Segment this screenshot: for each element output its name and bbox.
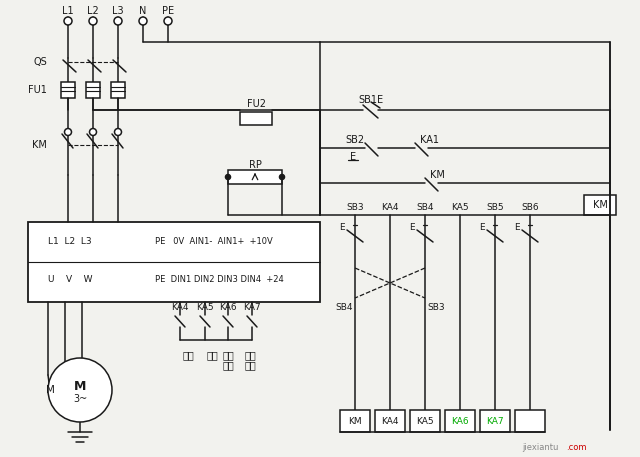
Circle shape [89, 17, 97, 25]
Circle shape [65, 128, 72, 135]
Text: 反向: 反向 [244, 350, 256, 360]
Text: SB1E: SB1E [358, 95, 383, 105]
Text: KM: KM [430, 170, 445, 180]
Text: SB4: SB4 [416, 202, 434, 212]
Circle shape [164, 17, 172, 25]
Text: PE   0V  AIN1-  AIN1+  +10V: PE 0V AIN1- AIN1+ +10V [155, 238, 273, 246]
Text: PE: PE [162, 6, 174, 16]
Text: KA7: KA7 [243, 303, 261, 312]
Text: L1: L1 [62, 6, 74, 16]
Text: 正向: 正向 [222, 350, 234, 360]
Text: E: E [515, 223, 520, 233]
Bar [28, 222, 320, 302]
Text: KA5: KA5 [416, 416, 434, 425]
Text: SB3: SB3 [427, 303, 445, 313]
Text: 点动: 点动 [222, 360, 234, 370]
Text: SB3: SB3 [346, 202, 364, 212]
Text: E: E [479, 223, 485, 233]
Circle shape [139, 17, 147, 25]
Text: E: E [410, 223, 415, 233]
Circle shape [64, 17, 72, 25]
Circle shape [280, 175, 285, 180]
Text: M: M [74, 381, 86, 393]
Text: KA5: KA5 [451, 202, 469, 212]
Text: SB4: SB4 [335, 303, 353, 313]
Circle shape [225, 175, 230, 180]
Text: PE  DIN1 DIN2 DIN3 DIN4  +24: PE DIN1 DIN2 DIN3 DIN4 +24 [155, 276, 284, 285]
Bar [240, 112, 272, 125]
Text: RP: RP [248, 160, 261, 170]
Bar [410, 410, 440, 432]
Text: jiexiantu: jiexiantu [522, 443, 558, 452]
Text: L1  L2  L3: L1 L2 L3 [48, 238, 92, 246]
Bar [445, 410, 475, 432]
Text: KA7: KA7 [486, 416, 504, 425]
Text: M: M [45, 385, 54, 395]
Text: KA6: KA6 [219, 303, 237, 312]
Text: KM: KM [593, 200, 607, 210]
Bar [584, 195, 616, 215]
Text: KA5: KA5 [196, 303, 214, 312]
Circle shape [90, 128, 97, 135]
Text: KA6: KA6 [451, 416, 469, 425]
Text: KA1: KA1 [420, 135, 439, 145]
Bar [61, 82, 75, 98]
Circle shape [48, 358, 112, 422]
Text: U    V    W: U V W [48, 276, 93, 285]
Text: L2: L2 [87, 6, 99, 16]
Text: E: E [350, 152, 356, 162]
Circle shape [114, 17, 122, 25]
Text: FU1: FU1 [28, 85, 47, 95]
Text: QS: QS [33, 57, 47, 67]
Text: FU2: FU2 [246, 99, 266, 109]
Text: 3~: 3~ [73, 394, 87, 404]
Text: KM: KM [32, 140, 47, 150]
Bar [515, 410, 545, 432]
Text: KA4: KA4 [381, 416, 399, 425]
Bar [86, 82, 100, 98]
Text: E: E [339, 223, 345, 233]
Text: L3: L3 [112, 6, 124, 16]
Bar [340, 410, 370, 432]
Text: 点动: 点动 [244, 360, 256, 370]
Text: .com: .com [566, 443, 586, 452]
Circle shape [115, 128, 122, 135]
Text: KA4: KA4 [381, 202, 399, 212]
Text: 反转: 反转 [206, 350, 218, 360]
Text: KA4: KA4 [172, 303, 189, 312]
Text: 正转: 正转 [182, 350, 194, 360]
Bar [375, 410, 405, 432]
Text: SB5: SB5 [486, 202, 504, 212]
Text: KM: KM [348, 416, 362, 425]
Bar [111, 82, 125, 98]
Text: SB6: SB6 [521, 202, 539, 212]
Text: N: N [140, 6, 147, 16]
Bar [480, 410, 510, 432]
Bar [228, 170, 282, 184]
Text: SB2: SB2 [345, 135, 364, 145]
